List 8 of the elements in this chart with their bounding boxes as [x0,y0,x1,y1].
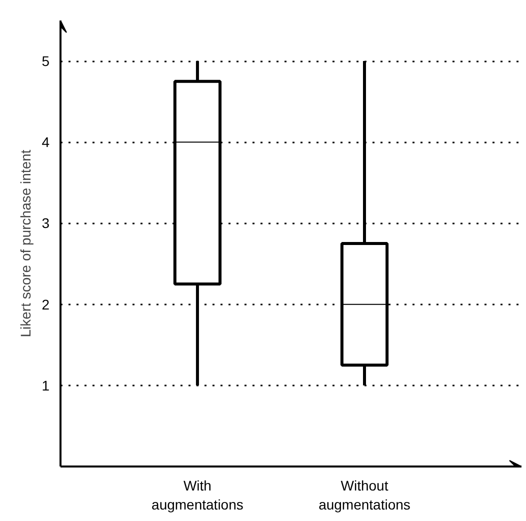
y-tick-label: 1 [42,377,50,394]
y-tick-label: 4 [42,134,50,150]
y-tick-label: 2 [42,296,50,312]
x-tick-label: Without augmentations [318,478,410,513]
y-axis-title: Likert score of purchase intent [18,150,34,338]
x-tick-label: With augmentations [152,478,244,513]
y-tick-label: 5 [42,53,50,70]
y-tick-label: 3 [42,215,50,232]
